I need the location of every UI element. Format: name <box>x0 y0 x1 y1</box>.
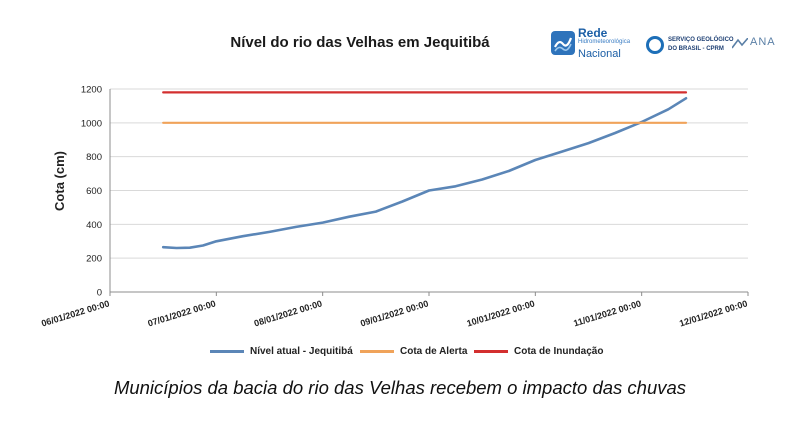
series-lines <box>161 91 688 250</box>
legend-item-inundacao: Cota de Inundação <box>474 346 603 362</box>
rede-logo-text-2: Hidrometeorológica <box>578 39 631 45</box>
x-tick-label: 06/01/2022 00:00 <box>40 298 110 328</box>
y-tick-label: 200 <box>86 254 102 265</box>
logos-group: Rede Hidrometeorológica Nacional SERVIÇO… <box>548 26 788 66</box>
rede-logo-text-1: Rede <box>578 26 608 40</box>
x-tick-label: 10/01/2022 00:00 <box>466 298 536 328</box>
axes <box>109 89 749 296</box>
x-tick-label: 07/01/2022 00:00 <box>147 298 217 328</box>
y-tick-label: 800 <box>86 152 102 163</box>
legend-item-nivel: Nível atual - Jequitibá <box>210 346 353 362</box>
y-tick-label: 0 <box>97 288 102 299</box>
x-tick-label: 08/01/2022 00:00 <box>253 298 323 328</box>
cprm-logo-icon <box>646 36 664 54</box>
rede-logo-icon <box>551 31 575 55</box>
ana-logo-text: ANA <box>750 36 776 48</box>
cprm-logo: SERVIÇO GEOLÓGICO DO BRASIL - CPRM <box>646 36 734 60</box>
y-tick-label: 400 <box>86 220 102 231</box>
legend-label-alerta: Cota de Alerta <box>400 346 468 357</box>
chart-title: Nível do rio das Velhas em Jequitibá <box>230 34 490 51</box>
ana-logo: ANA <box>732 34 788 60</box>
chart-legend: Nível atual - Jequitibá Cota de Alerta C… <box>210 346 610 362</box>
image-caption: Municípios da bacia do rio das Velhas re… <box>113 377 687 398</box>
series-line-0 <box>161 97 688 250</box>
legend-swatch-inundacao <box>474 350 508 353</box>
cprm-logo-text-2: DO BRASIL - CPRM <box>668 46 724 52</box>
rede-hidrometeorologica-logo: Rede Hidrometeorológica Nacional <box>548 26 640 66</box>
y-tick-label: 600 <box>86 186 102 197</box>
y-axis-label: Cota (cm) <box>52 151 67 211</box>
x-tick-label: 12/01/2022 00:00 <box>678 298 748 328</box>
legend-label-nivel: Nível atual - Jequitibá <box>250 346 353 357</box>
ana-logo-icon <box>732 38 748 49</box>
gridlines <box>110 88 748 259</box>
legend-label-inundacao: Cota de Inundação <box>514 346 604 357</box>
legend-item-alerta: Cota de Alerta <box>360 346 467 362</box>
cprm-logo-text-1: SERVIÇO GEOLÓGICO <box>668 37 734 43</box>
x-tick-label: 11/01/2022 00:00 <box>572 298 642 328</box>
rede-logo-text-3: Nacional <box>578 48 621 60</box>
legend-swatch-nivel <box>210 350 244 353</box>
y-tick-label: 1000 <box>81 118 102 129</box>
x-tick-label: 09/01/2022 00:00 <box>359 298 429 328</box>
y-tick-label: 1200 <box>81 85 102 96</box>
legend-swatch-alerta <box>360 350 394 353</box>
